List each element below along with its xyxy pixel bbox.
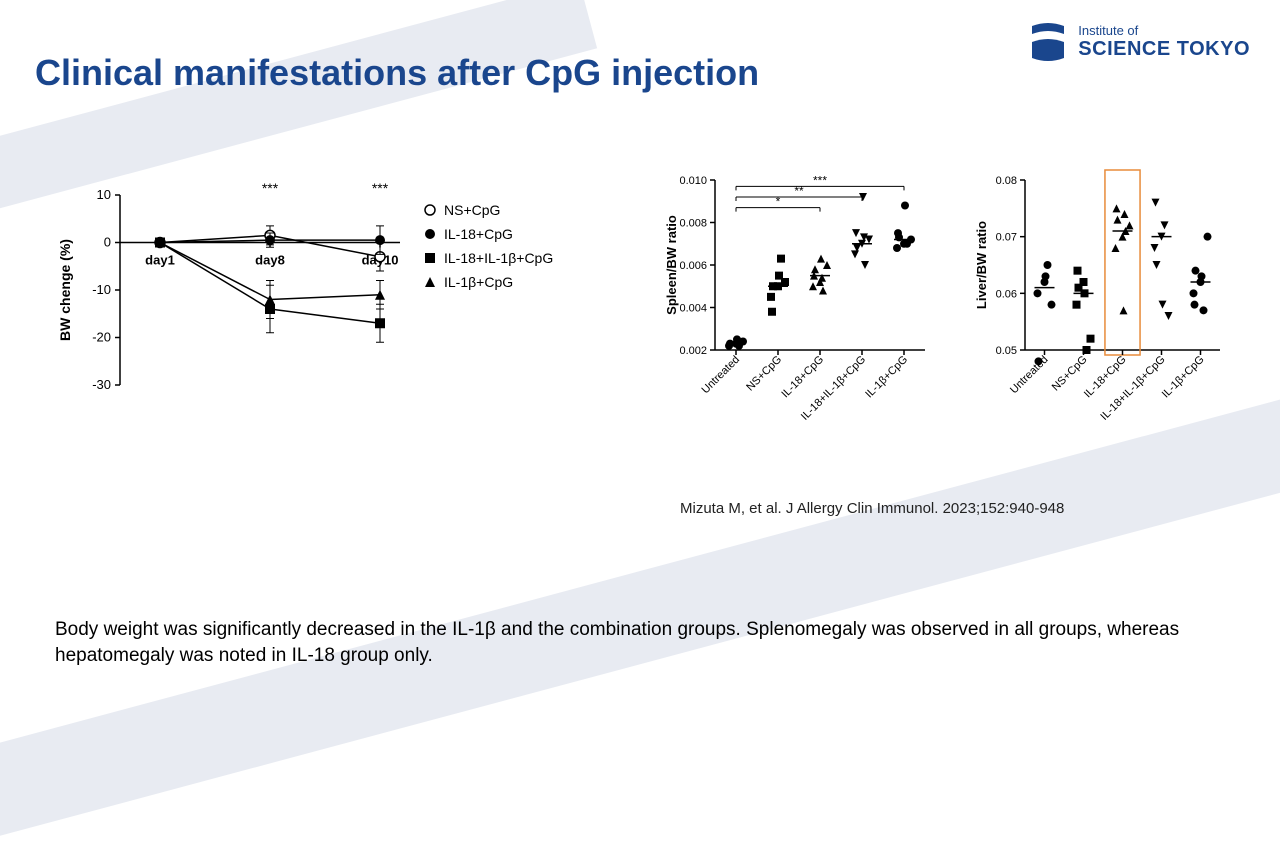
svg-text:***: *** (813, 173, 827, 187)
svg-text:-10: -10 (92, 282, 111, 297)
svg-text:IL-1β+CpG: IL-1β+CpG (444, 274, 513, 290)
svg-text:IL-1β+CpG: IL-1β+CpG (863, 354, 910, 401)
svg-text:day8: day8 (255, 253, 285, 268)
svg-text:NS+CpG: NS+CpG (744, 354, 784, 394)
svg-text:IL-18+IL-1β+CpG: IL-18+IL-1β+CpG (444, 250, 553, 266)
svg-text:0.004: 0.004 (679, 303, 707, 315)
svg-text:***: *** (262, 180, 279, 196)
svg-text:0: 0 (104, 235, 111, 250)
bw-change-chart: -30-20-10010day1day8day10******BW chenge… (50, 175, 610, 440)
svg-text:-20: -20 (92, 330, 111, 345)
svg-text:10: 10 (97, 187, 111, 202)
svg-text:-30: -30 (92, 377, 111, 392)
logo-line2: SCIENCE TOKYO (1078, 38, 1250, 60)
svg-text:NS+CpG: NS+CpG (1050, 354, 1090, 394)
svg-text:day1: day1 (145, 253, 175, 268)
logo-mark-icon (1028, 18, 1068, 66)
citation-text: Mizuta M, et al. J Allergy Clin Immunol.… (680, 500, 1064, 517)
svg-text:Liver/BW ratio: Liver/BW ratio (974, 221, 989, 309)
svg-text:**: ** (794, 184, 804, 198)
svg-text:0.08: 0.08 (996, 175, 1017, 187)
svg-text:IL-18+CpG: IL-18+CpG (444, 226, 513, 242)
logo: Institute of SCIENCE TOKYO (1028, 18, 1250, 66)
svg-text:0.010: 0.010 (679, 175, 707, 187)
svg-text:Untreated: Untreated (699, 354, 742, 397)
svg-text:IL-1β+CpG: IL-1β+CpG (1160, 354, 1207, 401)
svg-text:0.008: 0.008 (679, 218, 707, 230)
svg-text:BW chenge (%): BW chenge (%) (57, 239, 73, 341)
svg-text:*: * (776, 195, 781, 209)
svg-text:Spleen/BW ratio: Spleen/BW ratio (664, 215, 679, 315)
spleen-ratio-chart: 0.002 0.004 0.006 0.008 0.010 UntreatedNS+CpG… (660, 150, 950, 485)
liver-ratio-chart: 0.050.060.070.08UntreatedNS+CpGIL-18+CpG… (970, 150, 1240, 485)
svg-text:NS+CpG: NS+CpG (444, 202, 500, 218)
logo-line1: Institute of (1078, 24, 1250, 38)
svg-text:0.05: 0.05 (996, 345, 1017, 357)
svg-text:Untreated: Untreated (1008, 354, 1051, 397)
caption-text: Body weight was significantly decreased … (55, 617, 1225, 670)
page-title: Clinical manifestations after CpG inject… (35, 52, 759, 94)
svg-text:0.07: 0.07 (996, 232, 1017, 244)
svg-text:0.06: 0.06 (996, 288, 1017, 300)
svg-text:0.002: 0.002 (679, 345, 707, 357)
svg-text:***: *** (372, 180, 389, 196)
svg-text:0.006: 0.006 (679, 260, 707, 272)
